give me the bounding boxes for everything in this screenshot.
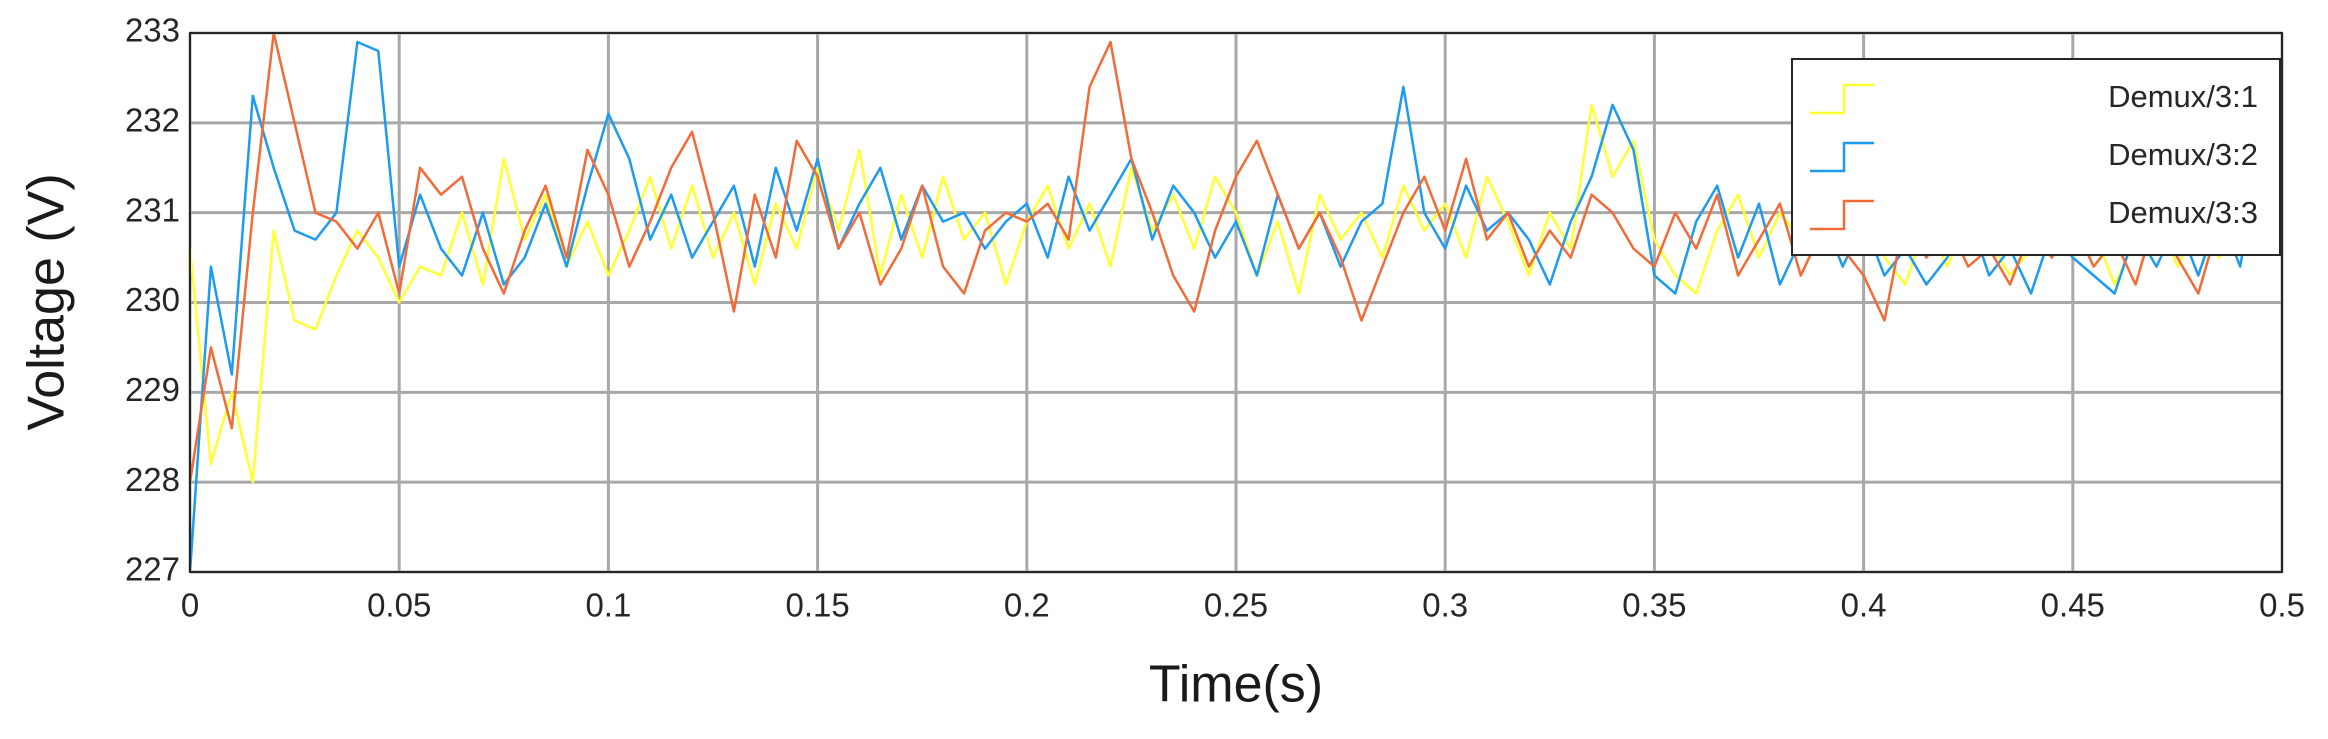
y-tick-label: 230 [125,281,180,318]
x-tick-label: 0.1 [585,587,631,624]
x-tick-label: 0.2 [1004,587,1050,624]
x-tick-label: 0.35 [1622,587,1686,624]
x-axis-title: Time(s) [1149,656,1323,714]
legend-swatch [1810,83,1874,115]
x-tick-label: 0.15 [785,587,849,624]
legend-label: Demux/3:3 [2108,195,2258,230]
x-tick-label: 0.3 [1422,587,1468,624]
x-tick-label: 0 [181,587,199,624]
y-tick-label: 233 [125,12,180,49]
y-tick-label: 227 [125,551,180,588]
legend-box [1791,58,2281,256]
x-tick-label: 0.45 [2041,587,2105,624]
plot-frame [189,32,2283,573]
x-tick-label: 0.05 [367,587,431,624]
y-tick-label: 228 [125,461,180,498]
y-tick-label: 232 [125,102,180,139]
x-tick-label: 0.5 [2259,587,2305,624]
series-line [188,40,2283,573]
x-tick-label: 0.4 [1841,587,1887,624]
y-tick-label: 229 [125,371,180,408]
legend-label: Demux/3:1 [2108,79,2258,114]
x-tick-label: 0.25 [1204,587,1268,624]
legend-swatch [1810,199,1874,231]
y-tick-label: 231 [125,191,180,228]
legend-swatch [1810,141,1874,173]
y-axis-title: Voltage (V) [18,173,76,430]
legend-label: Demux/3:2 [2108,137,2258,172]
